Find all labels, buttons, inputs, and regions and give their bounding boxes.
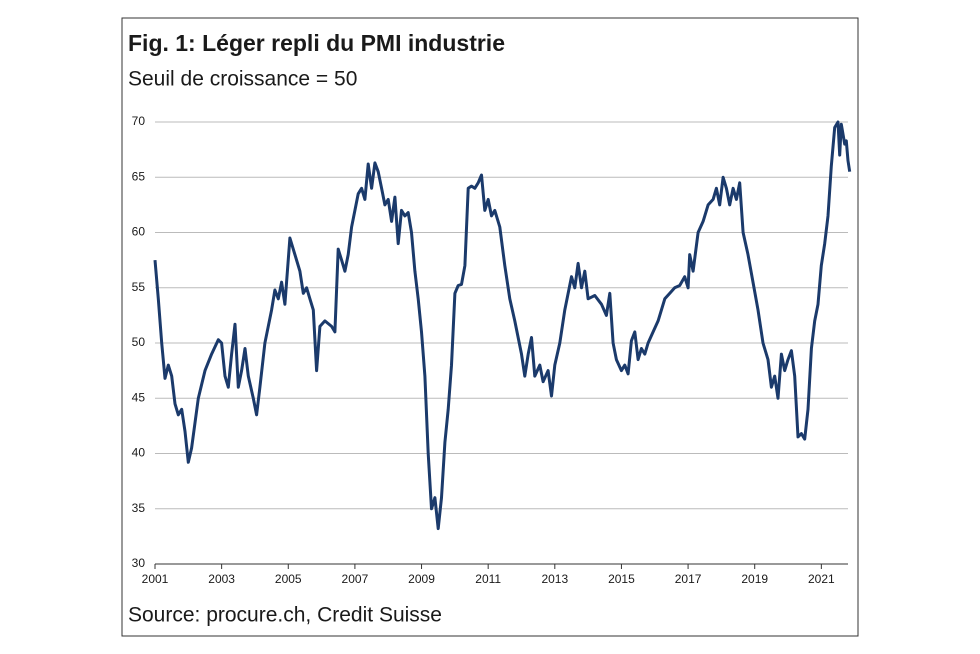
x-tick-label: 2009 xyxy=(408,572,435,586)
x-tick-label: 2021 xyxy=(808,572,835,586)
y-tick-label: 55 xyxy=(132,280,146,294)
y-tick-label: 40 xyxy=(132,446,146,460)
data-line xyxy=(153,120,852,531)
x-tick-label: 2003 xyxy=(208,572,235,586)
x-tick-label: 2019 xyxy=(741,572,768,586)
y-tick-label: 35 xyxy=(132,501,146,515)
frame xyxy=(121,17,859,637)
x-tick-label: 2001 xyxy=(142,572,169,586)
x-tick-label: 2017 xyxy=(675,572,702,586)
y-tick-label: 65 xyxy=(132,169,146,183)
chart-title: Fig. 1: Léger repli du PMI industrie xyxy=(128,30,505,56)
chart-subtitle: Seuil de croissance = 50 xyxy=(128,68,357,91)
x-tick-label: 2011 xyxy=(475,572,501,586)
y-tick-label: 50 xyxy=(132,335,146,349)
y-tick-label: 70 xyxy=(132,114,146,128)
x-tick-label: 2005 xyxy=(275,572,302,586)
x-tick-label: 2013 xyxy=(541,572,568,586)
x-tick-label: 2007 xyxy=(342,572,369,586)
source-note: Source: procure.ch, Credit Suisse xyxy=(128,604,442,627)
y-tick-label: 60 xyxy=(132,225,146,239)
y-tick-label: 45 xyxy=(132,390,146,404)
x-tick-label: 2015 xyxy=(608,572,635,586)
y-tick-label: 30 xyxy=(132,556,146,570)
